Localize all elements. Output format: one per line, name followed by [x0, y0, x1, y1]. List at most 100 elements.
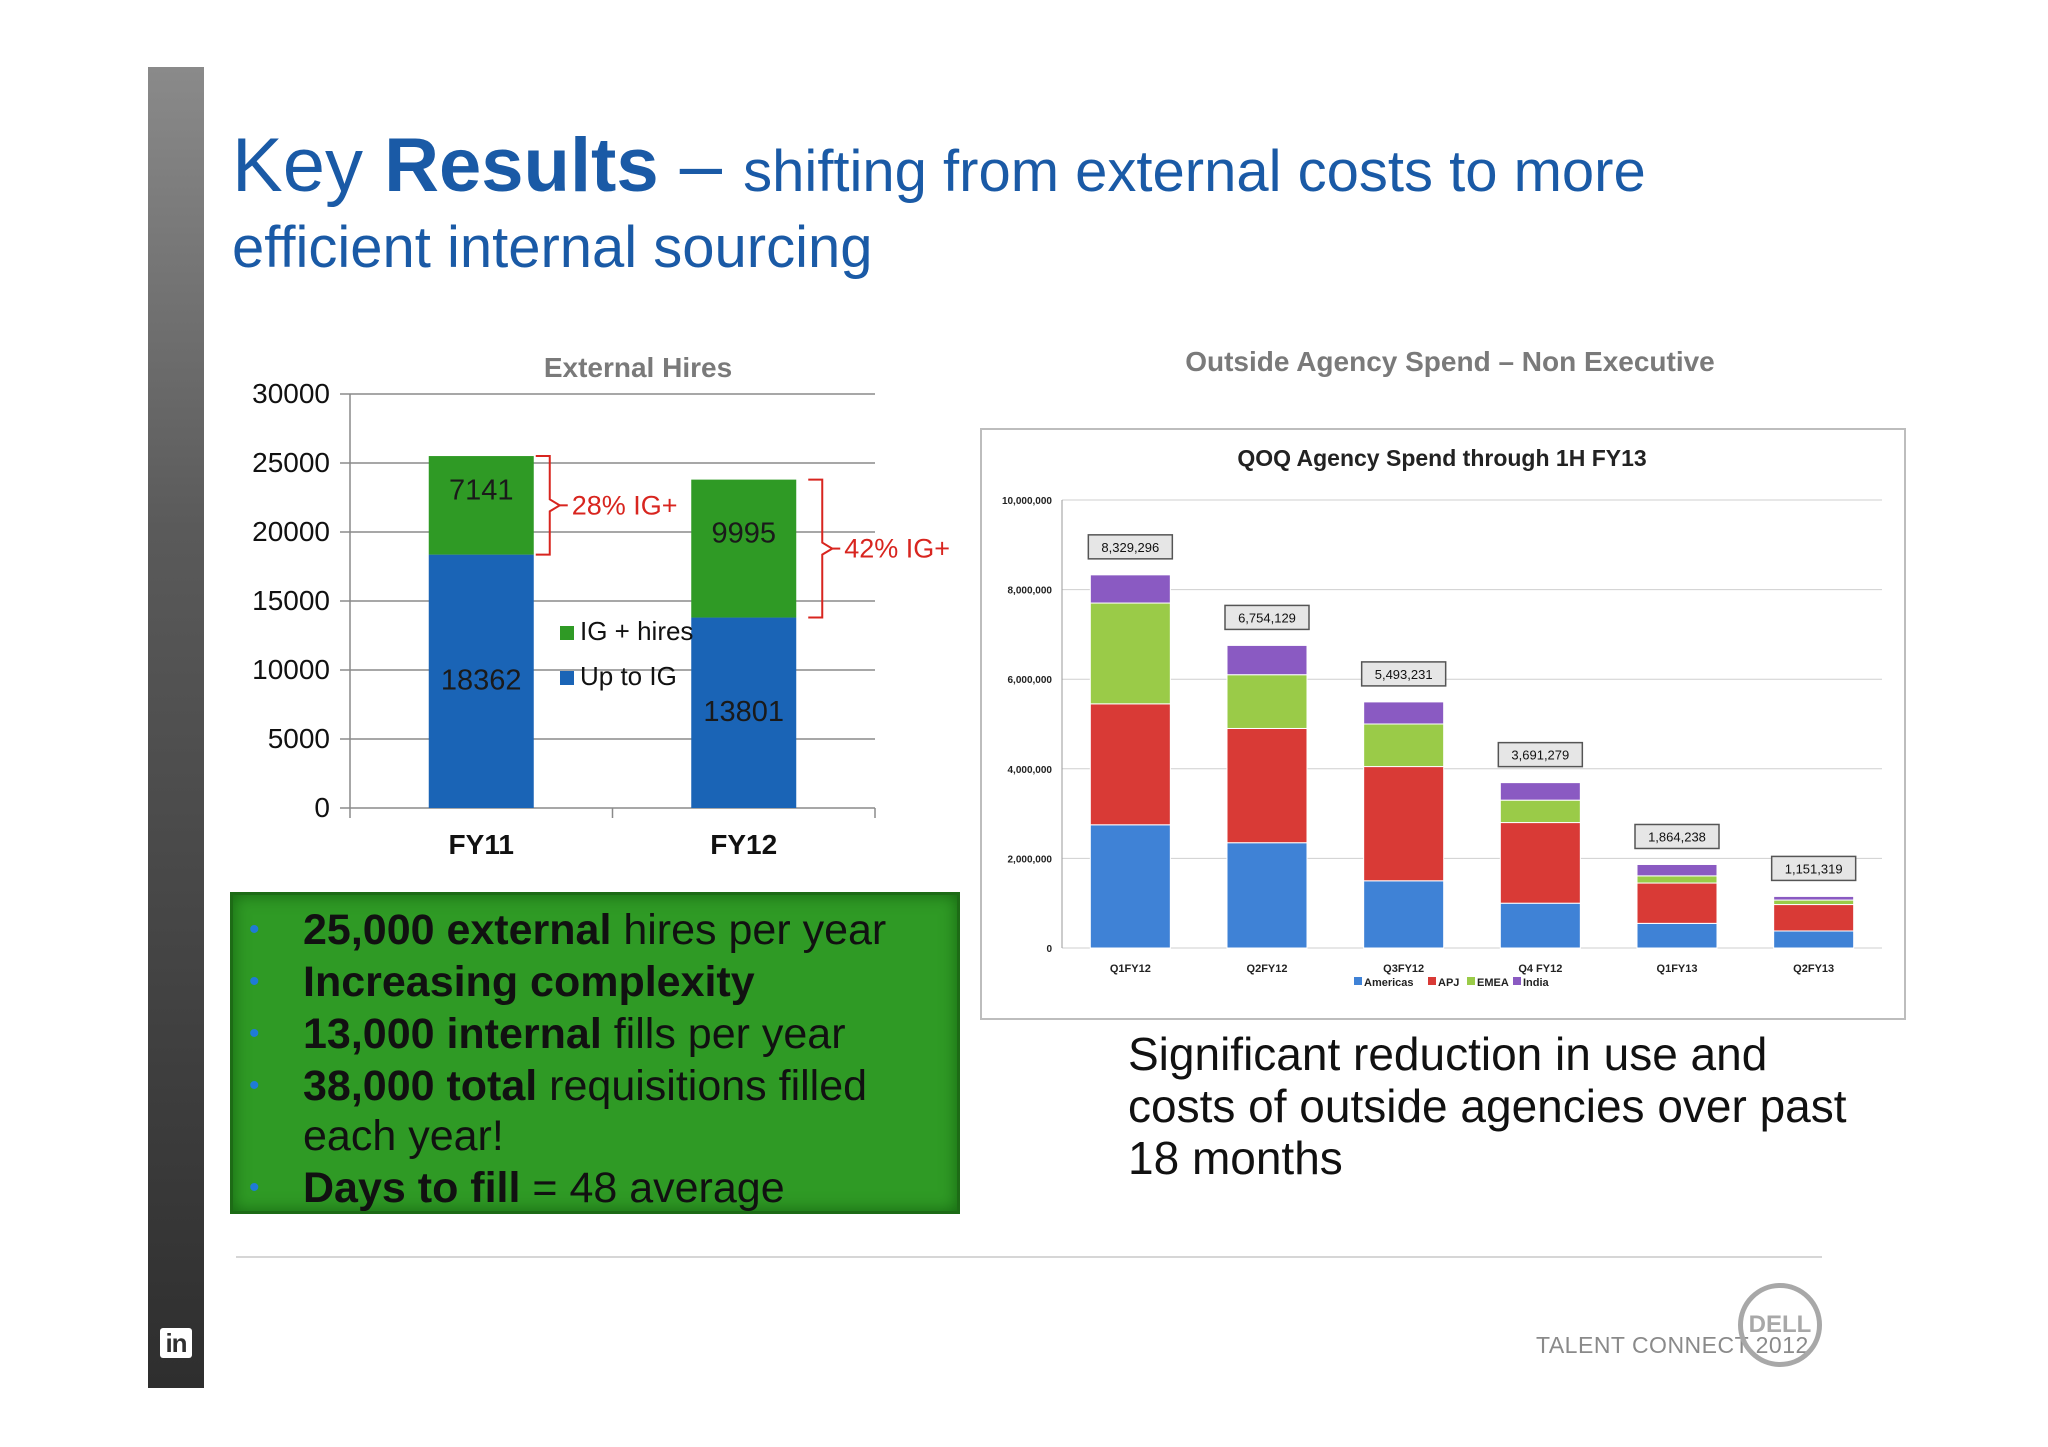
bar-segment [1089, 703, 1171, 826]
page-title: Key Results – shifting from external cos… [232, 122, 1646, 280]
bar-segment [1363, 723, 1445, 768]
bullet-bold-text: 38,000 total [303, 1062, 538, 1110]
y-tick-label: 5000 [268, 723, 330, 754]
bullet-rest-text: fills per year [601, 1010, 846, 1058]
total-label-box [1770, 855, 1857, 882]
bullet-dot-icon: • [249, 913, 260, 946]
bullet-item: • 13,000 internal fills per year [233, 1009, 957, 1059]
total-value-label: 5,493,231 [1375, 667, 1433, 682]
title-subtitle-line2: efficient internal sourcing [232, 215, 873, 280]
bar-segment [428, 554, 534, 808]
bullet-rest-text: hires per year [611, 906, 887, 954]
bar-segment [691, 479, 797, 618]
bar-segment [1773, 930, 1855, 949]
total-value-label: 6,754,129 [1238, 610, 1296, 625]
bar-segment [428, 456, 534, 555]
bar-segment [1226, 842, 1308, 949]
bar-segment [1636, 863, 1718, 877]
y-tick-label: 4,000,000 [1008, 765, 1053, 776]
bar-value-label: 18362 [441, 664, 522, 696]
summary-text: Significant reduction in use and costs o… [1128, 1028, 1847, 1184]
external-hires-chart: 0 5000 10000 15000 20000 25000 30000 18362 7141 F… [252, 378, 950, 860]
bar-segment [1773, 899, 1855, 906]
total-label-box [1087, 534, 1174, 560]
bar-segment [1226, 644, 1308, 676]
bullet-bold-text: 13,000 internal [303, 1010, 602, 1058]
legend-label: IG + hires [580, 616, 693, 646]
qoq-agency-spend-chart: QOQ Agency Spend through 1H FY13 0 2,000,0… [1002, 445, 1882, 989]
bullet-item: • Increasing complexity [233, 957, 957, 1007]
x-category-label: Q1FY13 [1657, 963, 1698, 975]
bar-segment [1363, 880, 1445, 949]
qoq-chart-title: QOQ Agency Spend through 1H FY13 [1237, 445, 1646, 471]
legend-swatch [560, 671, 574, 685]
legend-label: Up to IG [580, 661, 677, 691]
y-tick-label: 20000 [252, 516, 330, 547]
title-key: Key [232, 123, 363, 208]
y-tick-label: 0 [314, 792, 330, 823]
x-category-label: FY12 [710, 829, 777, 860]
agency-spend-title: Outside Agency Spend – Non Executive [1185, 346, 1715, 377]
total-label-box [1360, 661, 1447, 687]
x-category-label: FY11 [449, 829, 514, 860]
bar-value-label: 7141 [449, 474, 514, 506]
legend-label: APJ [1438, 977, 1459, 989]
bullet-dot-icon: • [249, 1171, 260, 1204]
x-category-label: Q3FY12 [1383, 963, 1424, 975]
bar-segment [1773, 904, 1855, 932]
bar-segment [1499, 782, 1581, 801]
legend-label: Americas [1364, 977, 1414, 989]
bullet-bold-text: 25,000 external [303, 906, 612, 954]
total-value-label: 3,691,279 [1511, 748, 1569, 763]
bar-segment [1499, 799, 1581, 824]
y-tick-label: 0 [1046, 944, 1052, 955]
bullet-item: • 38,000 total requisitions filled each y… [233, 1061, 957, 1161]
y-tick-label: 25000 [252, 447, 330, 478]
x-category-label: Q4 FY12 [1518, 963, 1562, 975]
bullet-rest-text: requisitions filled each year! [303, 1062, 868, 1160]
bullet-item: • Days to fill = 48 average [233, 1163, 957, 1213]
bullet-bold-text: Increasing complexity [303, 958, 755, 1006]
key-facts-list: • 25,000 external hires per year • Increasi… [233, 895, 957, 1213]
y-tick-label: 30000 [252, 378, 330, 409]
legend-swatch [1513, 977, 1521, 985]
bar-segment [1636, 882, 1718, 924]
linkedin-icon: in [160, 1328, 192, 1358]
title-results: Results [384, 123, 659, 208]
bar-segment [1089, 574, 1171, 604]
bar-segment [1636, 922, 1718, 949]
legend-swatch [560, 626, 574, 640]
total-label-box [1497, 741, 1584, 768]
bar-segment [1773, 895, 1855, 901]
title-subtitle-line1: shifting from external costs to more [743, 139, 1646, 204]
y-tick-label: 2,000,000 [1008, 854, 1053, 865]
footer-divider [236, 1256, 1822, 1258]
key-facts-box: • 25,000 external hires per year • Increasi… [230, 892, 960, 1214]
y-tick-label: 6,000,000 [1008, 675, 1053, 686]
side-accent-bar [148, 67, 204, 1388]
bar-segment [1226, 674, 1308, 729]
bullet-dot-icon: • [249, 1069, 260, 1102]
legend-swatch [1428, 977, 1436, 985]
bullet-item: • 25,000 external hires per year [233, 905, 957, 955]
total-label-box [1634, 823, 1720, 850]
annotation-bracket [808, 478, 835, 619]
y-tick-label: 15000 [252, 585, 330, 616]
x-category-label: Q1FY12 [1110, 963, 1151, 975]
bar-segment [1499, 822, 1581, 904]
x-category-label: Q2FY13 [1793, 963, 1834, 975]
bar-segment [1499, 902, 1581, 949]
y-tick-label: 8,000,000 [1008, 586, 1053, 597]
bar-segment [1636, 875, 1718, 884]
legend-swatch [1354, 977, 1362, 985]
bullet-rest-text: = 48 average [520, 1164, 785, 1212]
y-tick-label: 10,000,000 [1002, 496, 1052, 507]
total-value-label: 1,151,319 [1785, 861, 1843, 876]
dell-logo-icon: DELL [1738, 1283, 1822, 1367]
bar-segment [1363, 766, 1445, 882]
legend-label: EMEA [1477, 977, 1509, 989]
bar-segment [1226, 727, 1308, 844]
total-value-label: 8,329,296 [1101, 540, 1159, 555]
bullet-dot-icon: • [249, 1017, 260, 1050]
bar-value-label: 9995 [711, 518, 776, 550]
